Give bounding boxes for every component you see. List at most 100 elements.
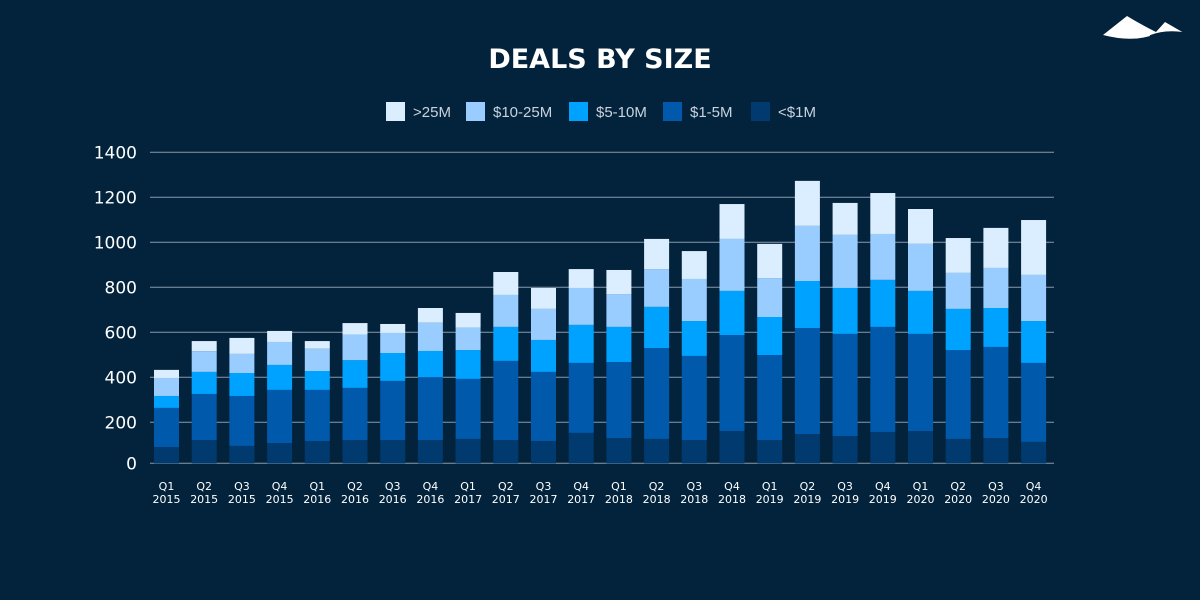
bar-segment	[644, 269, 670, 307]
x-tick-label: Q4	[423, 480, 439, 493]
bar-segment	[832, 234, 858, 288]
legend-item: $5-10M	[569, 102, 647, 121]
legend-item: $1-5M	[663, 102, 733, 121]
bar-segment	[983, 308, 1009, 347]
bar-segment	[568, 287, 594, 325]
bar-segment	[455, 312, 481, 328]
bar-segment	[380, 380, 406, 441]
y-tick-label: 200	[105, 413, 137, 433]
bar-segment	[719, 290, 745, 335]
bar-segment	[870, 279, 896, 327]
bar-stack	[380, 323, 406, 464]
bar-segment	[870, 193, 896, 234]
bar-segment	[417, 377, 443, 441]
x-tick-label: 2018	[680, 493, 708, 506]
x-tick-label: 2016	[379, 493, 407, 506]
bar-stack	[191, 341, 217, 464]
bar-segment	[380, 353, 406, 381]
bar-segment	[154, 369, 179, 378]
x-tick-label: Q4	[724, 480, 740, 493]
bar-stack	[568, 269, 594, 464]
x-tick-label: 2017	[567, 493, 595, 506]
gridlines	[150, 151, 1054, 464]
x-tick-label: Q4	[272, 480, 288, 493]
bar-segment	[267, 330, 293, 342]
bar-segment	[606, 362, 632, 439]
bar-stack	[1021, 220, 1047, 464]
x-tick-label: Q4	[573, 480, 589, 493]
x-tick-label: 2015	[228, 493, 256, 506]
bar-segment	[304, 341, 330, 349]
bar-segment	[455, 327, 481, 351]
bar-segment	[229, 395, 255, 446]
x-tick-label: 2020	[944, 493, 972, 506]
bar-segment	[229, 373, 255, 396]
x-tick-label: Q1	[159, 480, 175, 493]
bar-stack	[870, 193, 896, 464]
x-tick-label: Q1	[611, 480, 627, 493]
legend-item: $10-25M	[466, 102, 552, 121]
bar-stack	[267, 330, 293, 464]
x-tick-label: 2019	[793, 493, 821, 506]
bar-segment	[1021, 274, 1047, 322]
bar-segment	[983, 346, 1009, 439]
bar-segment	[794, 328, 820, 434]
x-tick-label: 2017	[530, 493, 558, 506]
bar-segment	[493, 360, 519, 441]
bar-segment	[531, 287, 556, 309]
bar-segment	[606, 269, 632, 295]
bar-segment	[191, 351, 217, 372]
bar-segment	[191, 371, 217, 394]
bar-segment	[267, 389, 293, 443]
bar-segment	[945, 350, 971, 439]
bars	[154, 180, 1047, 464]
bar-stack	[719, 204, 745, 464]
bar-stack	[229, 337, 255, 464]
bar-segment	[531, 371, 556, 441]
bar-segment	[229, 353, 255, 374]
legend-item: <$1M	[751, 102, 816, 121]
bar-segment	[757, 278, 783, 317]
x-tick-label: 2015	[153, 493, 181, 506]
legend-swatch	[663, 102, 682, 121]
x-tick-label: 2020	[907, 493, 935, 506]
bar-stack	[606, 269, 632, 464]
bar-segment	[568, 269, 594, 288]
mountain-logo-icon	[1103, 16, 1184, 39]
legend-swatch	[569, 102, 588, 121]
x-axis: Q12015Q22015Q32015Q42015Q12016Q22016Q320…	[153, 480, 1048, 506]
bar-segment	[870, 326, 896, 432]
bar-segment	[719, 335, 745, 432]
bar-segment	[568, 432, 594, 464]
bar-segment	[832, 333, 858, 437]
bar-segment	[681, 251, 707, 279]
legend: >25M $10-25M $5-10M $1-5M <$1M	[386, 102, 816, 121]
bar-segment	[493, 326, 519, 361]
x-tick-label: Q2	[347, 480, 363, 493]
bar-stack	[983, 227, 1009, 464]
bar-stack	[908, 209, 933, 464]
x-tick-label: 2019	[756, 493, 784, 506]
bar-segment	[304, 389, 330, 441]
bar-segment	[757, 317, 783, 356]
bar-segment	[794, 225, 820, 281]
bar-segment	[606, 294, 632, 327]
bar-segment	[945, 438, 971, 464]
bar-segment	[493, 294, 519, 327]
bar-segment	[983, 227, 1009, 268]
bar-segment	[342, 323, 368, 335]
bar-segment	[757, 355, 783, 441]
x-tick-label: 2019	[869, 493, 897, 506]
x-tick-label: Q1	[913, 480, 929, 493]
bar-segment	[606, 326, 632, 362]
bar-stack	[832, 202, 858, 464]
bar-segment	[380, 323, 406, 333]
x-tick-label: Q2	[800, 480, 816, 493]
bar-segment	[644, 306, 670, 349]
bar-segment	[304, 440, 330, 464]
bar-segment	[342, 440, 368, 464]
bar-segment	[681, 278, 707, 322]
bar-segment	[832, 287, 858, 334]
y-tick-label: 1000	[94, 233, 137, 253]
bar-stack	[342, 323, 368, 464]
